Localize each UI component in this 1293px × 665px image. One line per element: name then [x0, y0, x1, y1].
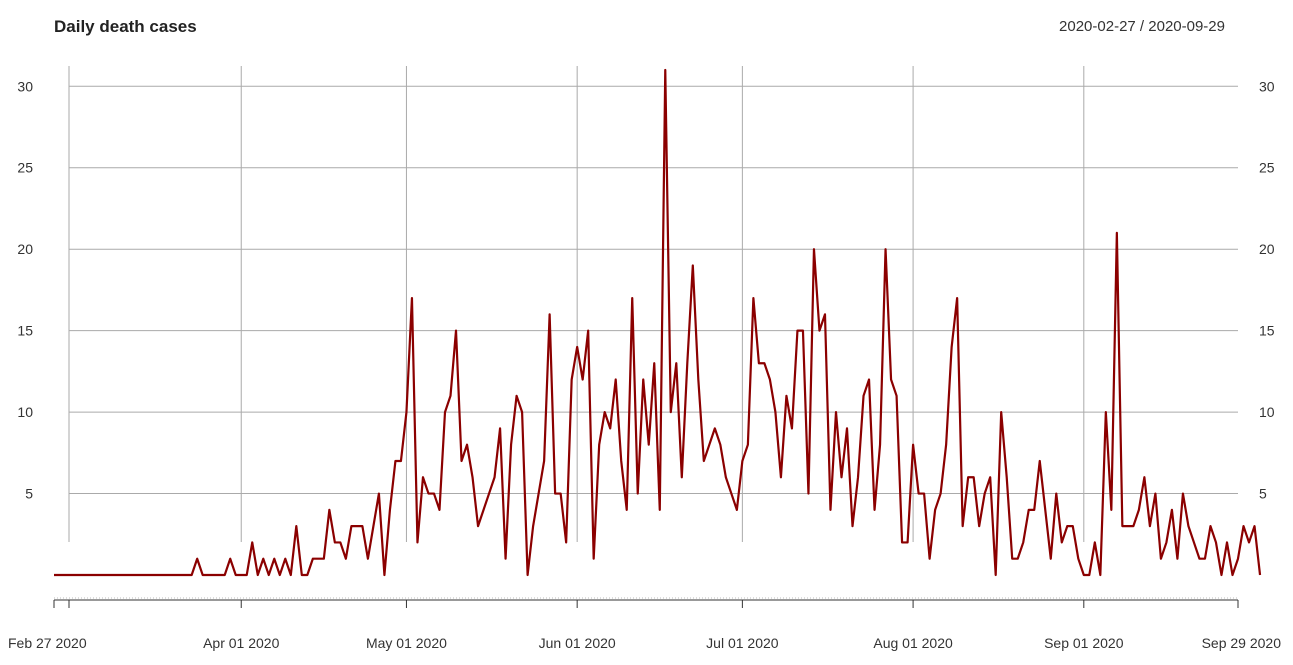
y-tick-label-right: 5: [1259, 486, 1267, 502]
date-range-label: 2020-02-27 / 2020-09-29: [1059, 18, 1225, 35]
x-tick-label: Aug 01 2020: [873, 635, 953, 651]
y-tick-label-right: 15: [1259, 323, 1275, 339]
y-tick-label-right: 20: [1259, 241, 1275, 257]
x-tick-label: May 01 2020: [366, 635, 447, 651]
grid: [68, 66, 1238, 542]
y-tick-label-right: 10: [1259, 404, 1275, 420]
x-tick-label: Apr 01 2020: [203, 635, 279, 651]
x-tick-label: Jun 01 2020: [539, 635, 616, 651]
x-tick-label: Sep 29 2020: [1202, 635, 1282, 651]
y-tick-label-left: 25: [17, 160, 33, 176]
chart-title: Daily death cases: [54, 17, 197, 36]
y-tick-label-left: 10: [17, 404, 33, 420]
y-tick-label-left: 5: [25, 486, 33, 502]
y-tick-label-left: 30: [17, 78, 33, 94]
y-tick-label-right: 30: [1259, 78, 1275, 94]
x-tick-label: Feb 27 2020: [8, 635, 87, 651]
x-tick-label: Jul 01 2020: [706, 635, 779, 651]
x-tick-label: Sep 01 2020: [1044, 635, 1124, 651]
series-line: [54, 68, 1262, 577]
axes: 5 5 10 10 15 15 20 20 25 25 30 30 Feb 27 2020 Apr 01 …: [8, 78, 1281, 651]
series-layer: [54, 68, 1262, 577]
y-tick-label-left: 15: [17, 323, 33, 339]
y-tick-label-left: 20: [17, 241, 33, 257]
y-tick-label-right: 25: [1259, 160, 1275, 176]
